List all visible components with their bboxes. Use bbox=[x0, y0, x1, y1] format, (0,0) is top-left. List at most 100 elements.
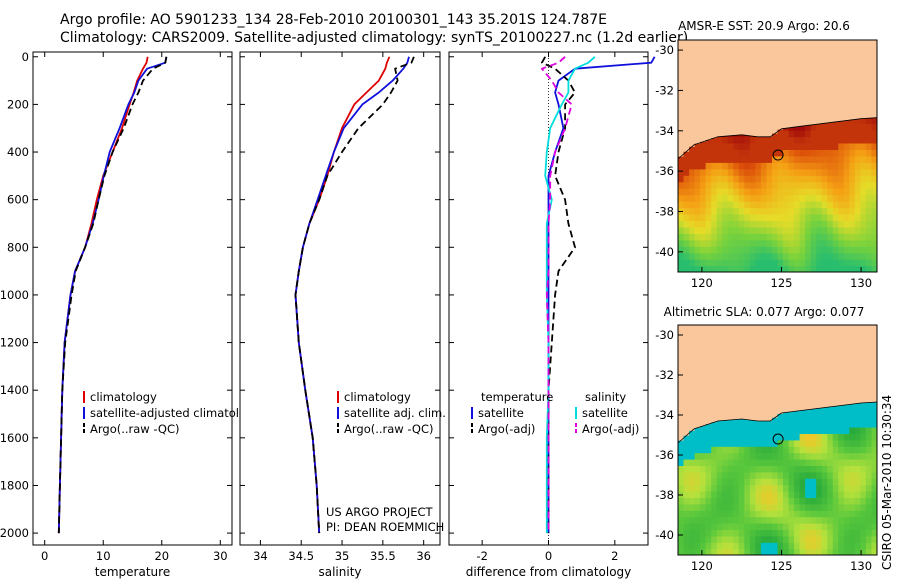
sst_map-cell bbox=[727, 142, 734, 150]
sst_map-cell bbox=[827, 123, 834, 131]
sst_map-cell bbox=[821, 162, 828, 170]
sst_map-cell bbox=[832, 226, 839, 234]
sla_map-cell bbox=[805, 516, 812, 524]
sst_map-cell bbox=[794, 175, 801, 183]
sla_map-cell bbox=[827, 503, 834, 511]
sst_map-cell bbox=[854, 246, 861, 254]
sst_map-cell bbox=[794, 207, 801, 215]
sst_map-cell bbox=[705, 142, 712, 150]
sla_map-cell bbox=[744, 516, 751, 524]
sst_map-cell bbox=[777, 207, 784, 215]
sst_map-cell bbox=[849, 239, 856, 247]
sst_map-cell bbox=[700, 220, 707, 228]
sst_map-cell bbox=[810, 252, 817, 260]
sla_map-cell bbox=[738, 529, 745, 537]
sst_map-cell bbox=[799, 149, 806, 157]
sla_map-cell bbox=[689, 433, 696, 441]
sla_map-cell bbox=[849, 548, 856, 555]
sst_map-cell bbox=[716, 168, 723, 176]
sla_map-cell bbox=[860, 471, 867, 479]
sla_map-cell bbox=[816, 471, 823, 479]
sst_map-cell bbox=[755, 188, 762, 196]
sst_map-cell bbox=[810, 124, 817, 131]
sla_map-cell bbox=[843, 433, 850, 441]
sla_map-cell bbox=[705, 459, 712, 466]
sst_map-cell bbox=[816, 181, 823, 189]
sla_map-cell bbox=[766, 497, 773, 505]
sla_map-cell bbox=[777, 535, 784, 543]
sla_map-cell bbox=[832, 529, 839, 537]
sla_map-cell bbox=[871, 439, 877, 447]
sst-map-title: AMSR-E SST: 20.9 Argo: 20.6 bbox=[678, 19, 850, 33]
sst_map-cell bbox=[722, 265, 729, 272]
sla_map-cell bbox=[871, 542, 877, 550]
sla_map-cell bbox=[794, 471, 801, 479]
sst_map-cell bbox=[766, 149, 773, 157]
sla_map-cell bbox=[805, 414, 812, 422]
difference-xtick-label: -2 bbox=[476, 549, 487, 563]
sla_map-cell bbox=[689, 491, 696, 498]
sst_map-cell bbox=[805, 155, 812, 163]
sst_map-cell bbox=[860, 265, 867, 272]
sla_map-cell bbox=[805, 478, 812, 486]
sst_map-cell bbox=[794, 126, 801, 131]
sst_map-cell bbox=[722, 207, 729, 215]
sla_map-cell bbox=[799, 484, 806, 492]
sla_map-cell bbox=[727, 452, 734, 460]
sst_map-cell bbox=[755, 220, 762, 228]
sst_map-cell bbox=[821, 155, 828, 163]
sla_map-cell bbox=[777, 516, 784, 524]
sst_map-cell bbox=[849, 168, 856, 176]
sla_map-cell bbox=[727, 503, 734, 511]
sst_map-cell bbox=[772, 168, 779, 176]
sst_map-cell bbox=[871, 188, 877, 196]
sla_map-cell bbox=[716, 491, 723, 498]
sst_map-ytick-label: -36 bbox=[655, 164, 674, 178]
sst_map-cell bbox=[700, 175, 707, 183]
sla_map-cell bbox=[705, 497, 712, 505]
sla_map-cell bbox=[694, 471, 701, 479]
sst_map-cell bbox=[799, 142, 806, 150]
sla_map-cell bbox=[799, 452, 806, 460]
temperature-ytick-label: 2000 bbox=[0, 526, 29, 540]
sst_map-cell bbox=[865, 181, 872, 189]
sst_map-cell bbox=[755, 239, 762, 247]
sla_map-cell bbox=[843, 497, 850, 505]
sla_map-cell bbox=[727, 510, 734, 518]
sla_map-cell bbox=[744, 446, 751, 454]
sst_map-cell bbox=[777, 136, 784, 144]
sla_map-cell bbox=[838, 542, 845, 550]
sla_map-cell bbox=[849, 503, 856, 511]
sla_map-cell bbox=[766, 446, 773, 454]
sla_map-cell bbox=[694, 465, 701, 473]
sst_map-cell bbox=[816, 252, 823, 260]
pi-annotation: US ARGO PROJECT bbox=[326, 505, 434, 519]
sst_map-cell bbox=[733, 220, 740, 228]
sla_map-cell bbox=[733, 491, 740, 498]
sst_map-cell bbox=[865, 246, 872, 254]
sla_map-cell bbox=[865, 516, 872, 524]
sst_map-cell bbox=[755, 252, 762, 260]
sst_map-cell bbox=[711, 155, 718, 163]
sla_map-cell bbox=[871, 484, 877, 492]
sst_map-cell bbox=[871, 142, 877, 150]
sst_map-cell bbox=[849, 188, 856, 196]
sla_map-cell bbox=[755, 471, 762, 479]
sla_map-cell bbox=[711, 452, 718, 460]
sla_map-cell bbox=[821, 535, 828, 543]
sla_map-cell bbox=[772, 484, 779, 492]
difference-legend-title: temperature bbox=[481, 390, 553, 404]
sla_map-cell bbox=[766, 548, 773, 555]
sla_map-cell bbox=[744, 491, 751, 498]
sla_map-cell bbox=[860, 452, 867, 460]
sla_map-cell bbox=[805, 433, 812, 441]
sst_map-cell bbox=[722, 136, 729, 137]
sla_map-cell bbox=[683, 471, 690, 479]
sst_map-cell bbox=[760, 259, 767, 267]
sst_map-cell bbox=[794, 168, 801, 176]
sla_map-cell bbox=[871, 414, 877, 422]
sst_map-cell bbox=[810, 155, 817, 163]
sst_map-cell bbox=[865, 155, 872, 163]
sst_map-cell bbox=[772, 226, 779, 234]
sst_map-cell bbox=[865, 239, 872, 247]
